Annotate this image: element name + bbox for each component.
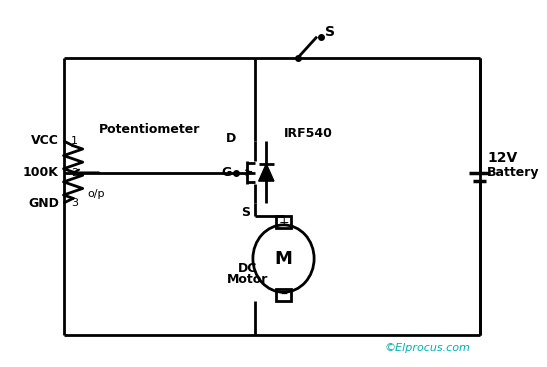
Text: ©Elprocus.com: ©Elprocus.com	[384, 342, 470, 353]
Text: Potentiometer: Potentiometer	[99, 123, 200, 136]
Polygon shape	[259, 164, 274, 181]
Text: Motor: Motor	[226, 273, 268, 286]
Text: IRF540: IRF540	[283, 127, 333, 140]
Text: 2: 2	[71, 167, 78, 178]
Text: 1: 1	[71, 136, 78, 146]
Bar	[276, 217, 291, 228]
Text: D: D	[225, 132, 236, 145]
Text: VCC: VCC	[31, 134, 59, 148]
Text: M: M	[275, 250, 293, 268]
Text: DC: DC	[237, 262, 257, 275]
Text: Battery: Battery	[487, 166, 540, 179]
Text: o/p: o/p	[88, 189, 105, 199]
Text: S: S	[241, 206, 250, 219]
Text: +: +	[278, 216, 289, 229]
Text: 3: 3	[71, 198, 78, 208]
Text: G: G	[222, 166, 232, 179]
Bar	[276, 289, 291, 301]
Text: S: S	[325, 25, 335, 39]
Text: –: –	[280, 288, 287, 302]
Text: GND: GND	[28, 197, 59, 210]
Text: 12V: 12V	[487, 151, 517, 165]
Text: 100K: 100K	[23, 166, 59, 179]
